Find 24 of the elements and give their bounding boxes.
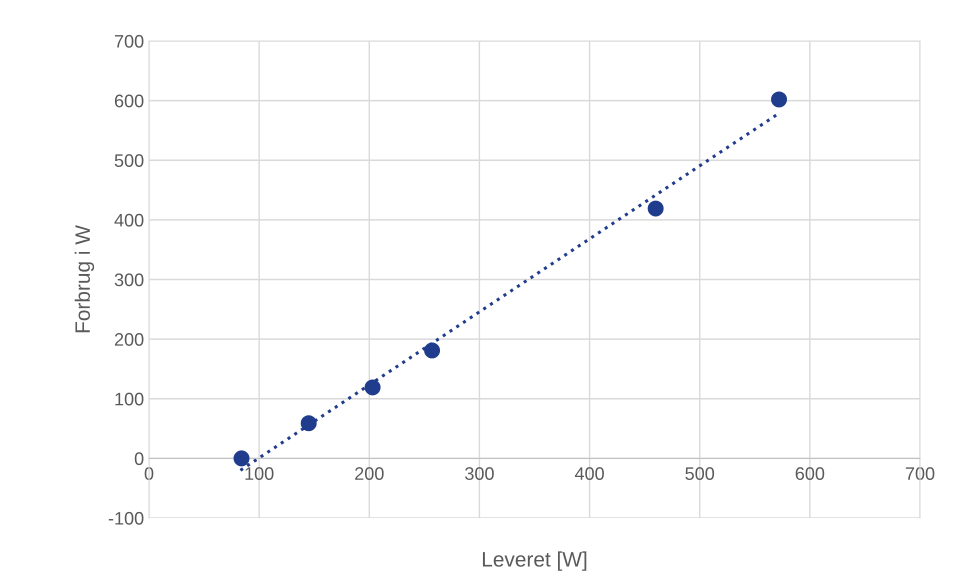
y-tick-label: 700 [114,34,144,48]
x-tick-label: 400 [574,467,604,480]
x-tick-label: 200 [355,467,384,480]
y-tick-label: 200 [114,333,144,346]
y-tick-label: 300 [114,273,144,286]
point [424,342,440,358]
y-tick-label: 600 [114,94,144,108]
y-tick-label: 100 [115,392,144,406]
x-tick-label: 500 [685,467,714,480]
x-tick-label: 700 [906,467,934,480]
y-tick-label: 0 [134,452,144,466]
x-tick-label: 300 [465,467,494,480]
point [300,415,317,432]
x-tick-label: 100 [245,467,274,480]
point [364,379,381,396]
x-axis-title: Leveret [W] [482,551,586,571]
y-axis-title: Forbrug i W [74,225,94,332]
y-tick-label: -100 [108,512,144,525]
y-tick-label: 400 [114,214,144,227]
y-tick-label: 500 [114,154,144,167]
point [234,450,250,466]
point [771,91,787,108]
point [648,200,664,217]
x-tick-label: 600 [796,467,824,480]
